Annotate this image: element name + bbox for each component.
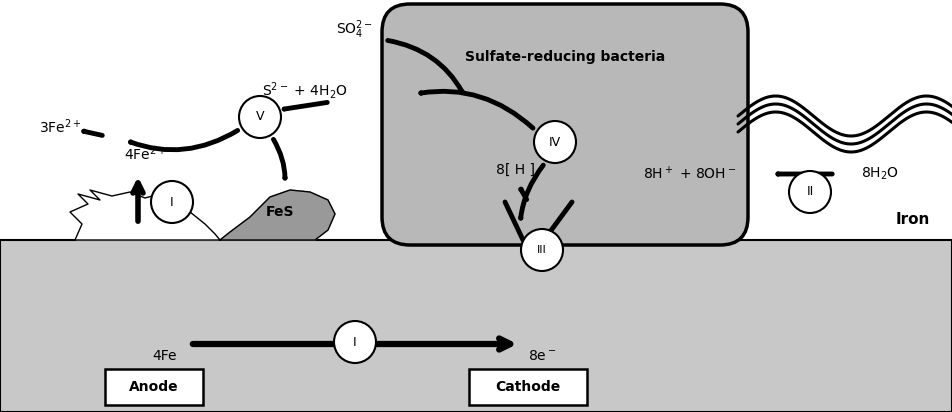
Text: I: I: [170, 196, 174, 208]
FancyBboxPatch shape: [382, 4, 748, 245]
Circle shape: [521, 229, 563, 271]
Text: 4Fe: 4Fe: [152, 349, 177, 363]
FancyArrowPatch shape: [130, 131, 238, 150]
Text: Anode: Anode: [129, 380, 179, 394]
FancyArrowPatch shape: [284, 103, 327, 109]
Text: 8[ H ]: 8[ H ]: [495, 163, 534, 177]
Text: III: III: [537, 245, 546, 255]
Circle shape: [239, 96, 281, 138]
FancyArrowPatch shape: [421, 91, 533, 128]
FancyArrowPatch shape: [387, 40, 463, 92]
Text: 4Fe$^{2+}$: 4Fe$^{2+}$: [124, 145, 167, 163]
Text: S$^{2-}$ + 4H$_2$O: S$^{2-}$ + 4H$_2$O: [262, 80, 348, 101]
FancyArrowPatch shape: [84, 131, 102, 136]
Text: 8H$^+$ + 8OH$^-$: 8H$^+$ + 8OH$^-$: [644, 165, 737, 183]
Polygon shape: [220, 190, 335, 240]
Text: 8e$^-$: 8e$^-$: [527, 349, 556, 363]
Bar: [0, 240, 952, 412]
FancyBboxPatch shape: [469, 369, 587, 405]
Text: FeS: FeS: [266, 205, 294, 219]
Text: Cathode: Cathode: [495, 380, 561, 394]
FancyArrowPatch shape: [521, 189, 526, 199]
Circle shape: [789, 171, 831, 213]
Text: 3Fe$^{2+}$: 3Fe$^{2+}$: [39, 118, 81, 136]
Text: IV: IV: [549, 136, 561, 148]
Circle shape: [334, 321, 376, 363]
FancyArrowPatch shape: [273, 139, 286, 178]
Circle shape: [151, 181, 193, 223]
Text: II: II: [806, 185, 814, 199]
Text: Sulfate-reducing bacteria: Sulfate-reducing bacteria: [465, 50, 665, 64]
Circle shape: [534, 121, 576, 163]
FancyBboxPatch shape: [105, 369, 203, 405]
FancyArrowPatch shape: [521, 165, 544, 218]
Text: 8H$_2$O: 8H$_2$O: [861, 166, 899, 182]
Polygon shape: [70, 190, 220, 240]
Text: SO$_4^{2-}$: SO$_4^{2-}$: [336, 19, 373, 41]
Text: V: V: [256, 110, 265, 124]
Text: Iron: Iron: [896, 212, 930, 227]
Text: I: I: [353, 335, 357, 349]
